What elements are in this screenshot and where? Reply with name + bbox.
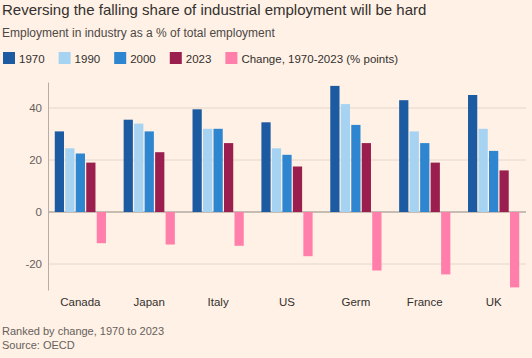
bar: [155, 152, 164, 212]
legend-label: 2000: [130, 53, 156, 65]
y-tick: 0: [36, 206, 48, 218]
x-tick-label: Germ: [342, 296, 371, 308]
y-tick: -20: [25, 258, 48, 270]
grid: [48, 108, 526, 264]
bar: [341, 104, 350, 212]
x-tick: Germ: [342, 290, 371, 308]
x-axis: Canada Japan Italy US Germ France UK: [60, 290, 502, 308]
bar: [224, 143, 233, 212]
legend-label: 1970: [19, 53, 45, 65]
bar: [234, 212, 243, 246]
bar: [65, 148, 74, 212]
y-tick: 40: [29, 102, 48, 114]
bar-series: [65, 104, 487, 212]
bar: [372, 212, 381, 271]
bar-series: [76, 125, 498, 212]
bar: [293, 167, 302, 213]
bar: [193, 109, 202, 212]
bar: [441, 212, 450, 274]
bar: [55, 131, 64, 212]
bar: [410, 131, 419, 212]
legend-swatch: [114, 52, 126, 64]
legend: 1970 1990 2000 2023 Change, 1970-2023 (% poi…: [3, 52, 398, 65]
bar: [166, 212, 175, 245]
x-tick: Italy: [208, 290, 229, 308]
bar: [76, 154, 85, 213]
title: Reversing the falling share of industria…: [2, 1, 426, 18]
bar-series: [97, 212, 519, 287]
legend-swatch: [170, 52, 182, 64]
bar: [468, 95, 477, 212]
x-tick: US: [279, 290, 295, 308]
bar: [510, 212, 519, 287]
bar: [124, 120, 133, 212]
bar-series: [55, 86, 477, 212]
legend-item: 1990: [59, 52, 101, 65]
bar: [272, 148, 281, 212]
bar: [330, 86, 339, 212]
bar: [303, 212, 312, 256]
legend-label: Change, 1970-2023 (% points): [241, 53, 398, 65]
y-axis: -20 0 20 40: [25, 83, 48, 291]
legend-swatch: [225, 52, 237, 64]
bar: [282, 155, 291, 212]
bar: [86, 163, 95, 212]
bar: [489, 151, 498, 212]
y-tick-label: 0: [36, 206, 42, 218]
x-tick-label: UK: [486, 296, 502, 308]
y-tick-label: -20: [25, 258, 42, 270]
footnote: Ranked by change, 1970 to 2023: [2, 325, 164, 337]
y-tick-label: 20: [29, 154, 42, 166]
grid-line: [48, 264, 526, 265]
legend-item: Change, 1970-2023 (% points): [225, 52, 398, 65]
grid-line: [48, 108, 526, 109]
legend-swatch: [3, 52, 15, 64]
x-tick: Japan: [134, 290, 165, 308]
legend-label: 1990: [75, 53, 101, 65]
legend-label: 2023: [186, 53, 212, 65]
bar: [362, 143, 371, 212]
x-tick: France: [407, 290, 443, 308]
bar: [399, 100, 408, 212]
bar: [420, 143, 429, 212]
bar: [203, 129, 212, 212]
y-tick: 20: [29, 154, 48, 166]
legend-item: 1970: [3, 52, 45, 65]
x-tick-label: US: [279, 296, 295, 308]
x-tick-label: Canada: [60, 296, 101, 308]
legend-item: 2000: [114, 52, 156, 65]
bar: [145, 131, 154, 212]
x-tick: UK: [486, 290, 502, 308]
y-tick-label: 40: [29, 102, 42, 114]
bar: [134, 124, 143, 212]
bar: [431, 163, 440, 212]
bar: [479, 129, 488, 212]
x-tick-label: Italy: [208, 296, 229, 308]
bar: [351, 125, 360, 212]
bar-series: [86, 143, 508, 212]
x-tick-label: France: [407, 296, 443, 308]
bar: [261, 122, 270, 212]
x-tick-label: Japan: [134, 296, 165, 308]
bars: [55, 86, 519, 288]
x-tick: Canada: [60, 290, 101, 308]
bar: [214, 129, 223, 212]
footnote: Source: OECD: [2, 339, 75, 351]
legend-swatch: [59, 52, 71, 64]
bar: [500, 170, 509, 212]
y-axis-line: [48, 83, 49, 291]
subtitle: Employment in industry as a % of total e…: [2, 26, 275, 40]
legend-item: 2023: [170, 52, 212, 65]
bar: [97, 212, 106, 243]
